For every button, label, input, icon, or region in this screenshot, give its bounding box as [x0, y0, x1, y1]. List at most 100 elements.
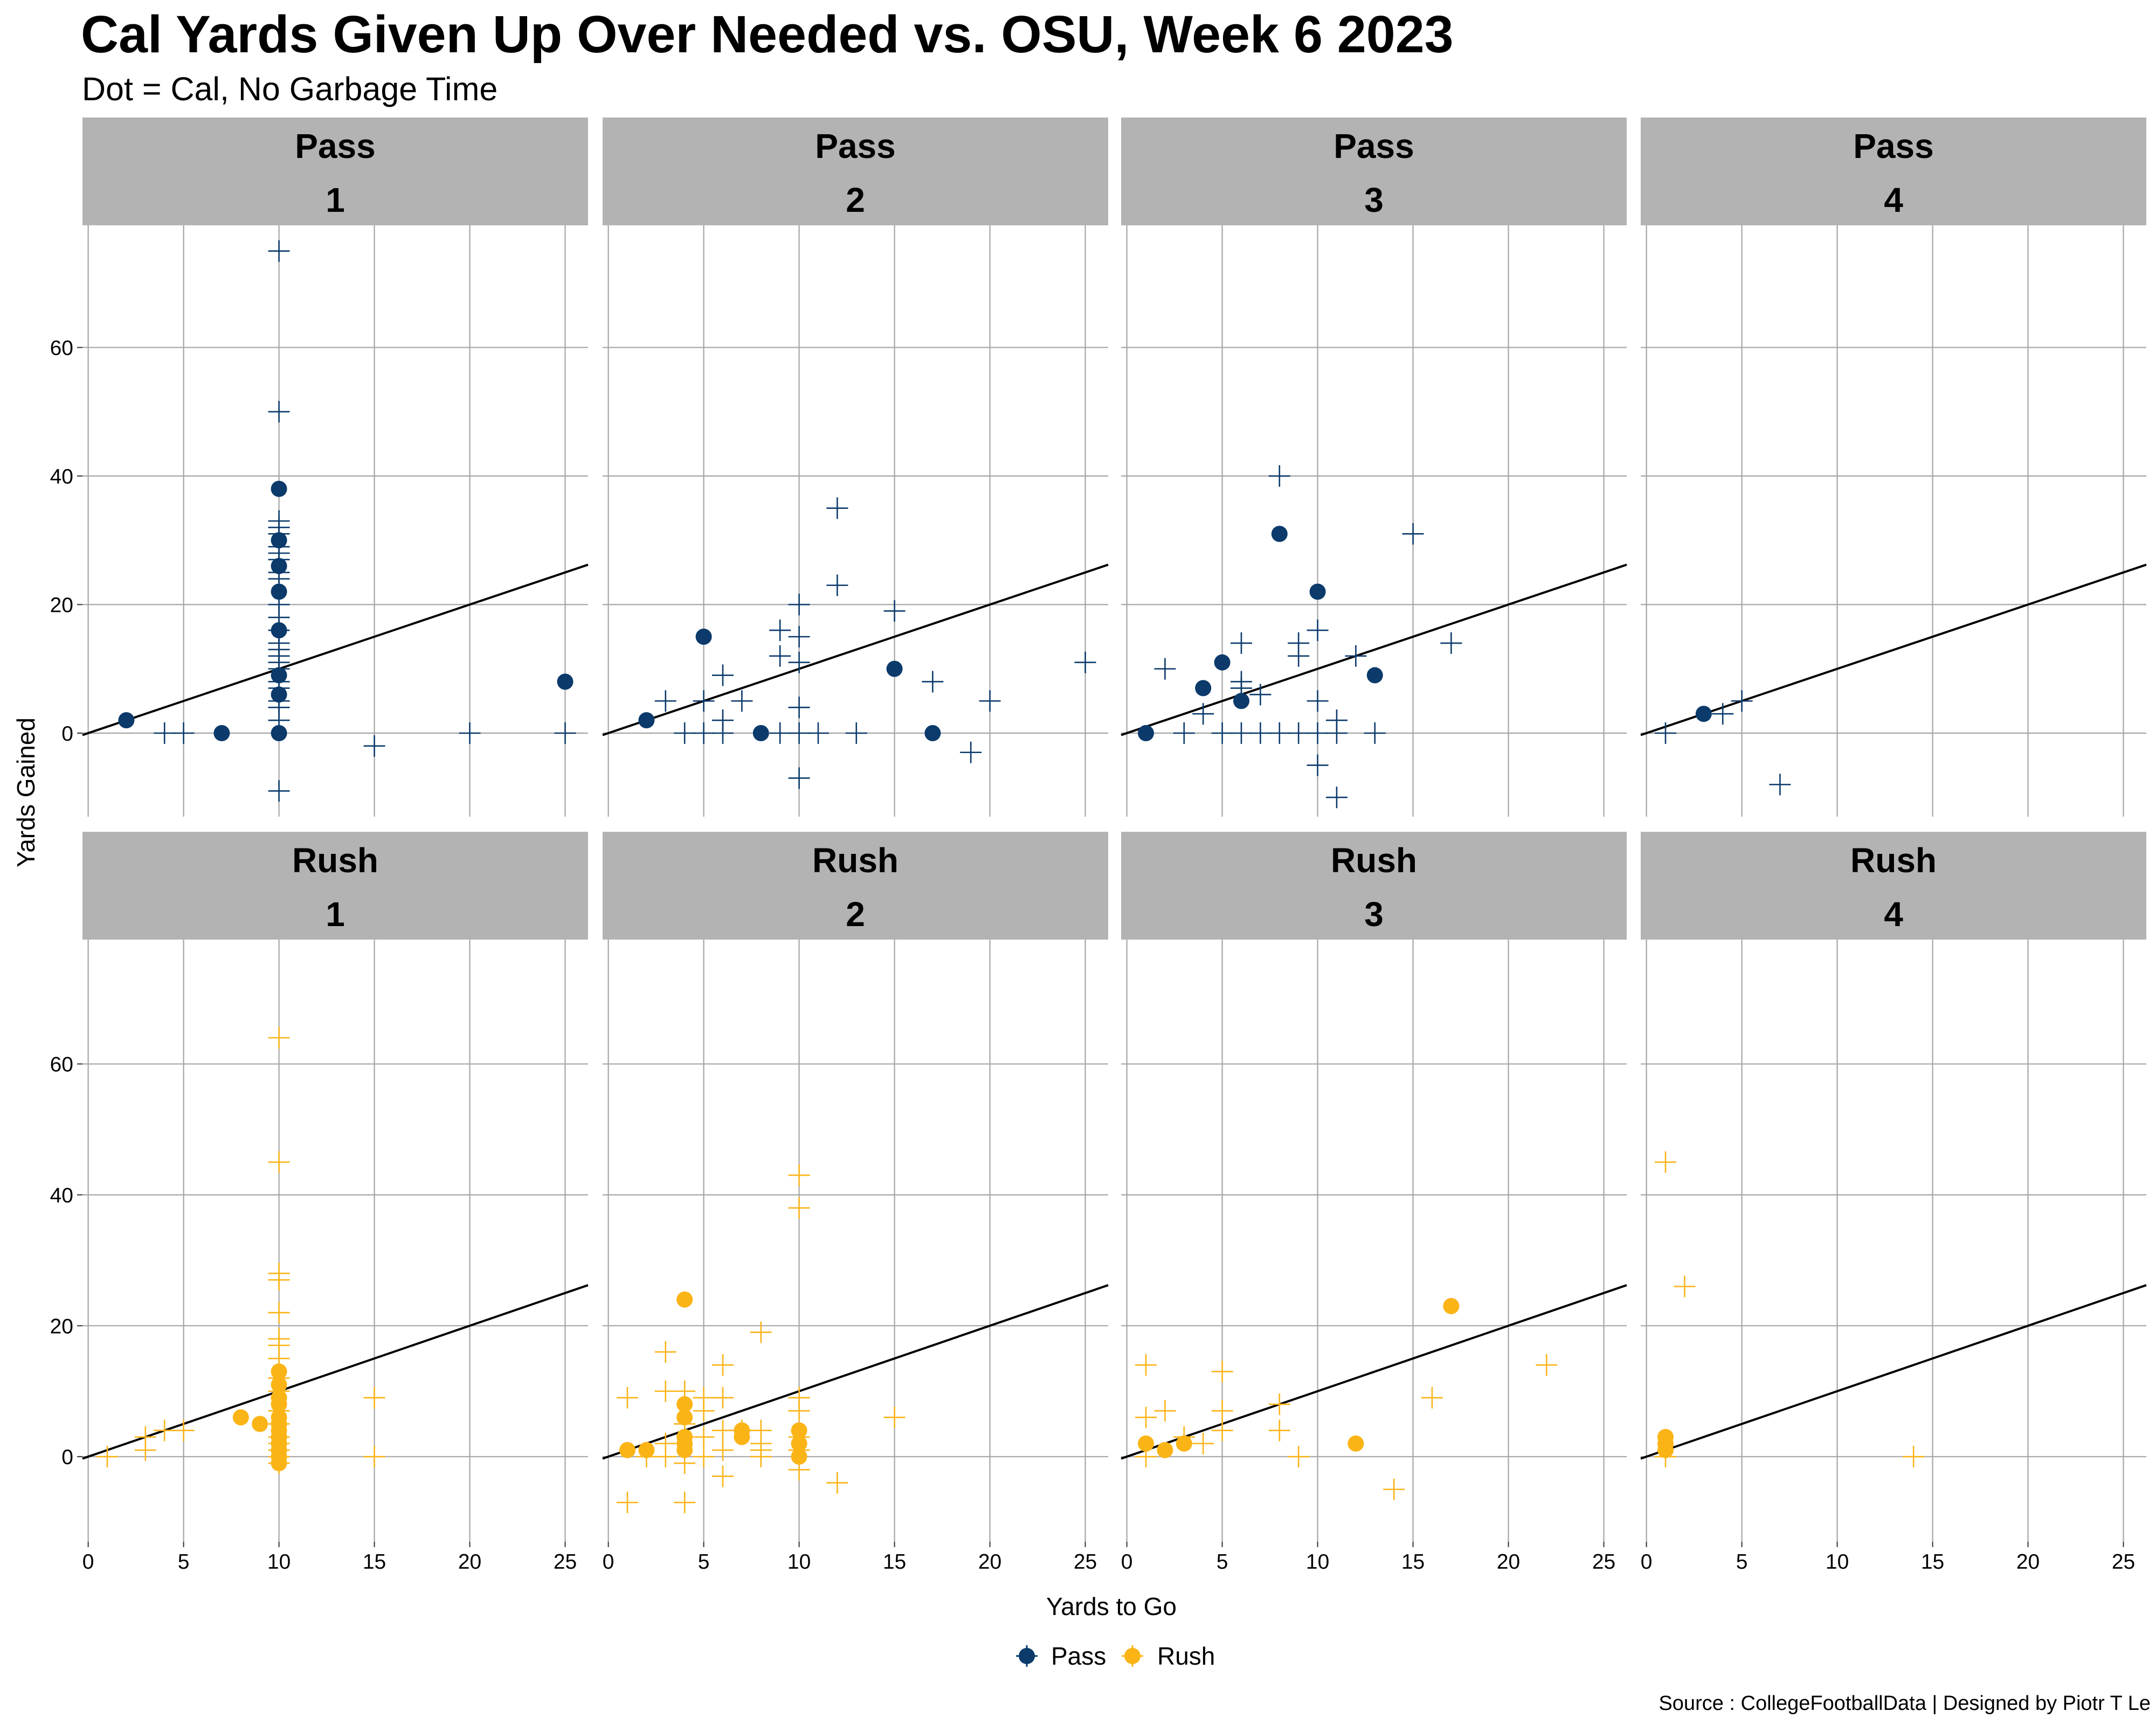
- facet-panel-rush-4: Rush 4 0 5 10 15 20 25: [1640, 832, 2147, 1574]
- opponent-play-marker: [1268, 465, 1290, 487]
- opponent-play-marker: [1192, 703, 1214, 725]
- cal-play-point: [676, 1291, 693, 1308]
- legend-key-rush: [1122, 1645, 1143, 1667]
- opponent-play-marker: [693, 1426, 715, 1448]
- x-tick-label: 25: [1074, 1550, 1097, 1574]
- facet-strip-play-type: Pass: [815, 127, 895, 165]
- facet-panel-rush-3: Rush 3 0 5 10 15 20 25: [1121, 832, 1627, 1574]
- facet-strip-down: 3: [1364, 895, 1384, 934]
- cal-play-point: [676, 1396, 693, 1413]
- x-tick-label: 5: [178, 1550, 190, 1574]
- facet-strip-play-type: Rush: [812, 841, 899, 880]
- cal-play-point: [557, 673, 573, 690]
- cal-play-point: [1443, 1298, 1460, 1314]
- opponent-play-marker: [554, 722, 576, 744]
- x-tick-label: 5: [1736, 1550, 1748, 1574]
- facet-strip: [1121, 832, 1627, 940]
- opponent-play-marker: [1268, 1419, 1290, 1441]
- facet-panel-pass-2: Pass 2: [602, 118, 1109, 817]
- opponent-play-marker: [712, 1465, 734, 1487]
- facet-strip: [82, 118, 588, 225]
- cal-play-point: [734, 1429, 750, 1445]
- opponent-play-marker: [693, 1446, 715, 1468]
- opponent-play-marker: [674, 722, 696, 744]
- cal-play-point: [1138, 724, 1155, 741]
- x-tick-label: 25: [2112, 1550, 2135, 1574]
- opponent-play-marker: [693, 690, 715, 712]
- x-tick-label: 15: [883, 1550, 906, 1574]
- x-tick-label: 10: [1306, 1550, 1329, 1574]
- cal-play-point: [752, 724, 769, 741]
- opponent-play-marker: [1536, 1354, 1558, 1376]
- cal-play-point: [1138, 1435, 1155, 1452]
- facet-strip-play-type: Pass: [1853, 127, 1933, 165]
- opponent-play-marker: [172, 1419, 195, 1441]
- cal-play-point: [118, 712, 135, 729]
- opponent-play-marker: [960, 741, 982, 763]
- opponent-play-marker: [826, 497, 848, 519]
- opponent-play-marker: [459, 722, 481, 744]
- cal-play-point: [1214, 654, 1231, 671]
- y-tick-label: 0: [61, 722, 73, 746]
- opponent-play-marker: [654, 1341, 676, 1363]
- opponent-play-marker: [1421, 1386, 1443, 1409]
- y-tick-label: 20: [50, 1315, 73, 1338]
- opponent-play-marker: [1288, 1446, 1310, 1468]
- cal-play-point: [638, 712, 655, 729]
- opponent-play-marker: [1268, 1393, 1290, 1416]
- opponent-play-marker: [1249, 684, 1272, 706]
- opponent-play-marker: [1307, 690, 1329, 712]
- facet-strip: [1121, 118, 1627, 225]
- cal-play-point: [271, 667, 287, 684]
- cal-play-point: [1366, 667, 1383, 684]
- x-tick-label: 15: [1921, 1550, 1944, 1574]
- facet-strip-down: 2: [846, 895, 865, 934]
- cal-play-point: [1309, 583, 1326, 600]
- y-tick-label: 40: [50, 1184, 73, 1208]
- opponent-play-marker: [807, 722, 829, 744]
- cal-play-point: [886, 660, 903, 677]
- facet-strip-down: 3: [1364, 181, 1384, 219]
- x-tick-label: 15: [363, 1550, 386, 1574]
- legend-label-pass: Pass: [1051, 1642, 1106, 1670]
- y-tick-label: 60: [50, 1053, 73, 1077]
- opponent-play-marker: [1655, 1151, 1677, 1173]
- cal-play-point: [1195, 680, 1212, 696]
- x-tick-label: 0: [1641, 1550, 1653, 1574]
- gridlines: [1121, 225, 1627, 817]
- cal-play-point: [271, 1363, 287, 1380]
- reference-line: [1121, 563, 1627, 736]
- opponent-play-marker: [1769, 774, 1791, 796]
- opponent-play-marker: [1249, 722, 1272, 744]
- opponent-play-marker: [788, 1197, 810, 1219]
- y-tick-label: 60: [50, 337, 73, 360]
- opponent-play-marker: [1192, 1432, 1214, 1454]
- legend-label-rush: Rush: [1157, 1642, 1215, 1670]
- cal-play-point: [791, 1448, 807, 1465]
- opponent-play-marker: [731, 690, 753, 712]
- opponent-play-marker: [1211, 1419, 1233, 1441]
- opponent-play-marker: [979, 690, 1001, 712]
- opponent-play-marker: [654, 690, 676, 712]
- reference-line: [602, 563, 1109, 736]
- x-tick-label: 20: [2016, 1550, 2040, 1574]
- opponent-play-marker: [1674, 1275, 1696, 1298]
- opponent-play-marker: [1135, 1406, 1157, 1429]
- opponent-play-marker: [1325, 786, 1348, 809]
- opponent-play-marker: [1173, 722, 1195, 744]
- facet-strip-play-type: Rush: [292, 841, 378, 880]
- opponent-play-marker: [750, 1321, 772, 1343]
- opponent-play-marker: [268, 1151, 290, 1173]
- y-tick-label: 0: [61, 1446, 73, 1469]
- facet-strip-down: 4: [1884, 181, 1903, 219]
- x-tick-label: 10: [1826, 1550, 1849, 1574]
- opponent-play-marker: [268, 1027, 290, 1049]
- opponent-play-marker: [1655, 722, 1677, 744]
- x-axis-title: Yards to Go: [1046, 1592, 1177, 1620]
- opponent-play-marker: [845, 722, 867, 744]
- opponent-play-marker: [1231, 722, 1252, 744]
- chart-title: Cal Yards Given Up Over Needed vs. OSU, …: [81, 5, 1454, 64]
- cal-play-point: [695, 629, 712, 645]
